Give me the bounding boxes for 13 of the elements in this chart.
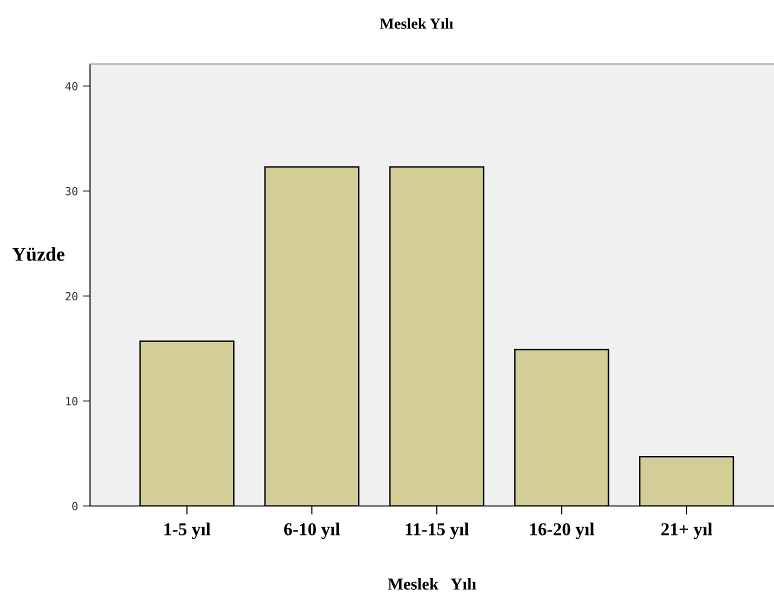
y-axis-title: Yüzde	[12, 247, 64, 261]
x-tick-label: 1-5 yıl	[164, 522, 210, 540]
y-tick-label: 20	[66, 292, 78, 300]
x-tick-label: 16-20 yıl	[530, 522, 594, 540]
x-tick-label: 11-15 yıl	[406, 522, 469, 540]
x-axis-title: Meslek Yılı	[388, 578, 476, 590]
y-tick-label: 30	[66, 187, 78, 196]
y-tick-label: 0	[72, 502, 78, 510]
chart-title: Meslek Yılı	[380, 18, 454, 29]
x-tick-label: 6-10 yıl	[284, 522, 340, 540]
y-tick-label: 40	[65, 82, 78, 90]
x-tick-label: 21+ yıl	[661, 522, 712, 540]
y-tick-label: 10	[66, 397, 78, 406]
